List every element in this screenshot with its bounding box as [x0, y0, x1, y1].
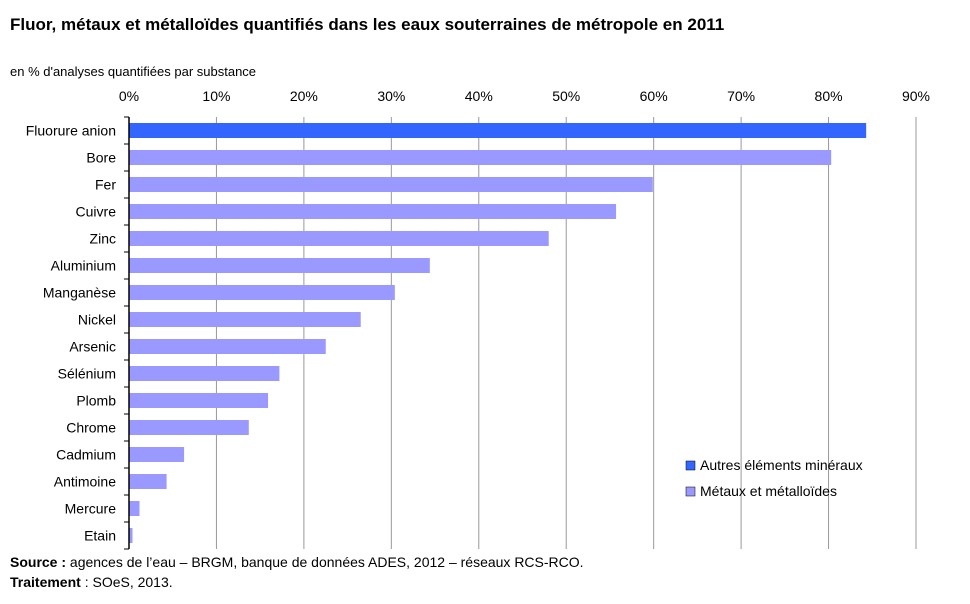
category-label: Sélénium [58, 366, 116, 382]
legend-swatch [685, 460, 696, 471]
source-label: Source : [10, 554, 67, 570]
category-label: Etain [84, 528, 116, 544]
category-label: Cuivre [76, 204, 117, 220]
x-tick-label: 80% [815, 88, 843, 104]
x-tick-label: 50% [552, 88, 580, 104]
x-tick-label: 70% [727, 88, 755, 104]
source-text: agences de l’eau – BRGM, banque de donné… [66, 554, 584, 570]
x-tick-label: 90% [902, 88, 930, 104]
category-label: Zinc [90, 231, 116, 247]
legend-label: Autres éléments minéraux [700, 457, 863, 473]
x-tick-label: 60% [640, 88, 668, 104]
category-label: Manganèse [43, 285, 116, 301]
bar-plomb [129, 393, 269, 408]
bar-zinc [129, 231, 549, 246]
category-label: Cadmium [56, 447, 116, 463]
category-label: Antimoine [54, 474, 116, 490]
source-note: Source : agences de l’eau – BRGM, banque… [10, 554, 584, 570]
bar-sélénium [129, 366, 280, 381]
bar-cadmium [129, 447, 185, 462]
category-label: Mercure [65, 501, 117, 517]
bar-cuivre [129, 204, 617, 219]
bar-etain [129, 528, 133, 543]
x-tick-label: 10% [202, 88, 230, 104]
x-tick-label: 40% [465, 88, 493, 104]
category-label: Bore [86, 150, 116, 166]
bar-manganèse [129, 285, 395, 300]
legend-label: Métaux et métalloïdes [700, 483, 837, 499]
chart-subtitle: en % d'analyses quantifiées par substanc… [10, 64, 257, 79]
bar-fer [129, 177, 653, 192]
legend-swatch [685, 486, 696, 497]
bar-nickel [129, 312, 361, 327]
category-label: Fer [95, 177, 116, 193]
category-label: Nickel [78, 312, 116, 328]
category-label: Chrome [66, 420, 116, 436]
bar-antimoine [129, 474, 167, 489]
category-label: Arsenic [69, 339, 116, 355]
bar-aluminium [129, 258, 430, 273]
treatment-label: Traitement [10, 574, 81, 590]
bar-arsenic [129, 339, 326, 354]
bar-fluorure-anion [129, 123, 867, 138]
category-label: Aluminium [51, 258, 116, 274]
category-label: Plomb [76, 393, 116, 409]
x-tick-label: 0% [119, 88, 139, 104]
bar-bore [129, 150, 832, 165]
bar-chrome [129, 420, 249, 435]
category-label: Fluorure anion [26, 123, 116, 139]
x-tick-label: 20% [290, 88, 318, 104]
treatment-text: : SOeS, 2013. [80, 574, 173, 590]
chart-title: Fluor, métaux et métalloïdes quantifiés … [10, 15, 725, 34]
x-tick-label: 30% [377, 88, 405, 104]
bar-mercure [129, 501, 140, 516]
treatment-note: Traitement : SOeS, 2013. [10, 574, 173, 590]
